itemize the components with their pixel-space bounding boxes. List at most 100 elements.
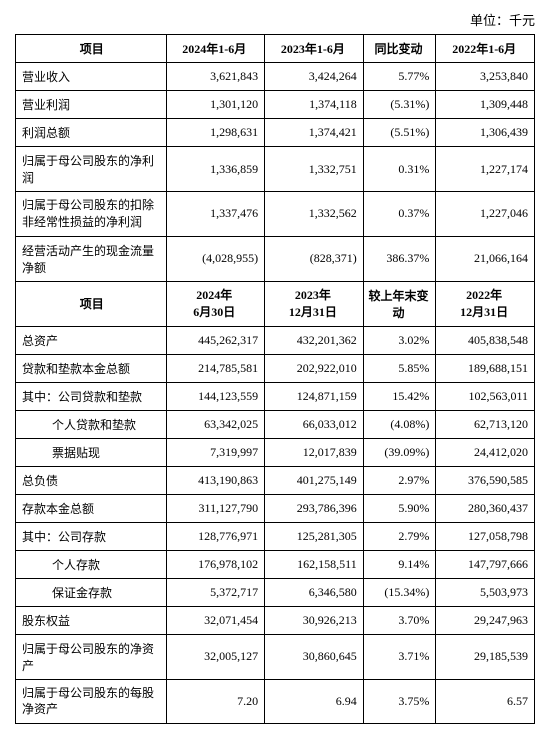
header-2022h1: 2022年1-6月: [436, 35, 535, 63]
table-row: 总资产445,262,317432,201,3623.02%405,838,54…: [16, 326, 535, 354]
row-change: 2.97%: [363, 466, 436, 494]
row-change: 0.37%: [363, 192, 436, 237]
row-value: 144,123,559: [166, 382, 265, 410]
row-value: 124,871,159: [265, 382, 364, 410]
row-value: 1,306,439: [436, 119, 535, 147]
row-value: 1,309,448: [436, 91, 535, 119]
row-item-label: 归属于母公司股东的净利润: [16, 147, 167, 192]
financial-table: 项目 2024年1-6月 2023年1-6月 同比变动 2022年1-6月 营业…: [15, 34, 535, 724]
row-value: 3,621,843: [166, 63, 265, 91]
row-value: 32,005,127: [166, 634, 265, 679]
row-value: 29,185,539: [436, 634, 535, 679]
row-value: 214,785,581: [166, 354, 265, 382]
row-item-label: 归属于母公司股东的扣除非经常性损益的净利润: [16, 192, 167, 237]
row-value: 5,503,973: [436, 578, 535, 606]
table-row: 贷款和垫款本金总额214,785,581202,922,0105.85%189,…: [16, 354, 535, 382]
row-value: 5,372,717: [166, 578, 265, 606]
row-value: 445,262,317: [166, 326, 265, 354]
row-change: 3.71%: [363, 634, 436, 679]
row-change: 2.79%: [363, 522, 436, 550]
row-value: 32,071,454: [166, 606, 265, 634]
row-value: 127,058,798: [436, 522, 535, 550]
row-value: 62,713,120: [436, 410, 535, 438]
header-2022-1231: 2022年12月31日: [436, 281, 535, 326]
row-item-label: 票据贴现: [16, 438, 167, 466]
table-row: 股东权益32,071,45430,926,2133.70%29,247,963: [16, 606, 535, 634]
table-row: 总负债413,190,863401,275,1492.97%376,590,58…: [16, 466, 535, 494]
header-2023h1: 2023年1-6月: [265, 35, 364, 63]
row-value: 311,127,790: [166, 494, 265, 522]
row-value: (828,371): [265, 236, 364, 281]
header-end-chg: 较上年末变动: [363, 281, 436, 326]
table-row: 利润总额1,298,6311,374,421(5.51%)1,306,439: [16, 119, 535, 147]
table-row: 其中：公司贷款和垫款144,123,559124,871,15915.42%10…: [16, 382, 535, 410]
row-change: 3.02%: [363, 326, 436, 354]
row-item-label: 营业收入: [16, 63, 167, 91]
row-change: 3.75%: [363, 679, 436, 724]
table-row: 存款本金总额311,127,790293,786,3965.90%280,360…: [16, 494, 535, 522]
row-change: (5.31%): [363, 91, 436, 119]
row-item-label: 其中：公司贷款和垫款: [16, 382, 167, 410]
table-row: 归属于母公司股东的净利润1,336,8591,332,7510.31%1,227…: [16, 147, 535, 192]
table-row: 营业利润1,301,1201,374,118(5.31%)1,309,448: [16, 91, 535, 119]
header-item-1: 项目: [16, 35, 167, 63]
row-value: (4,028,955): [166, 236, 265, 281]
row-value: 21,066,164: [436, 236, 535, 281]
row-value: 30,860,645: [265, 634, 364, 679]
row-change: (39.09%): [363, 438, 436, 466]
row-value: 24,412,020: [436, 438, 535, 466]
row-change: 9.14%: [363, 550, 436, 578]
table-row: 营业收入3,621,8433,424,2645.77%3,253,840: [16, 63, 535, 91]
row-value: 7.20: [166, 679, 265, 724]
row-value: 405,838,548: [436, 326, 535, 354]
table1-body: 营业收入3,621,8433,424,2645.77%3,253,840营业利润…: [16, 63, 535, 282]
row-value: 128,776,971: [166, 522, 265, 550]
row-item-label: 个人存款: [16, 550, 167, 578]
row-item-label: 保证金存款: [16, 578, 167, 606]
row-value: 6,346,580: [265, 578, 364, 606]
row-value: 1,227,174: [436, 147, 535, 192]
row-change: (5.51%): [363, 119, 436, 147]
row-value: 432,201,362: [265, 326, 364, 354]
header-yoy: 同比变动: [363, 35, 436, 63]
row-item-label: 其中：公司存款: [16, 522, 167, 550]
table2-header: 项目 2024年6月30日 2023年12月31日 较上年末变动 2022年12…: [16, 281, 535, 326]
row-value: 162,158,511: [265, 550, 364, 578]
header-2024-0630: 2024年6月30日: [166, 281, 265, 326]
row-value: 1,298,631: [166, 119, 265, 147]
row-value: 12,017,839: [265, 438, 364, 466]
row-item-label: 股东权益: [16, 606, 167, 634]
row-item-label: 归属于母公司股东的每股净资产: [16, 679, 167, 724]
row-value: 7,319,997: [166, 438, 265, 466]
table-row: 保证金存款5,372,7176,346,580(15.34%)5,503,973: [16, 578, 535, 606]
row-change: 386.37%: [363, 236, 436, 281]
row-value: 30,926,213: [265, 606, 364, 634]
row-value: 1,332,751: [265, 147, 364, 192]
header-item-2: 项目: [16, 281, 167, 326]
table1-header: 项目 2024年1-6月 2023年1-6月 同比变动 2022年1-6月: [16, 35, 535, 63]
row-change: (4.08%): [363, 410, 436, 438]
row-value: 66,033,012: [265, 410, 364, 438]
table2-body: 总资产445,262,317432,201,3623.02%405,838,54…: [16, 326, 535, 724]
row-item-label: 经营活动产生的现金流量净额: [16, 236, 167, 281]
table-row: 个人贷款和垫款63,342,02566,033,012(4.08%)62,713…: [16, 410, 535, 438]
row-value: 202,922,010: [265, 354, 364, 382]
row-value: 1,332,562: [265, 192, 364, 237]
row-change: (15.34%): [363, 578, 436, 606]
table-row: 票据贴现7,319,99712,017,839(39.09%)24,412,02…: [16, 438, 535, 466]
row-value: 3,424,264: [265, 63, 364, 91]
row-value: 401,275,149: [265, 466, 364, 494]
row-value: 63,342,025: [166, 410, 265, 438]
row-value: 1,227,046: [436, 192, 535, 237]
row-value: 293,786,396: [265, 494, 364, 522]
row-value: 6.94: [265, 679, 364, 724]
row-value: 413,190,863: [166, 466, 265, 494]
unit-label: 单位：千元: [15, 10, 535, 29]
table-row: 归属于母公司股东的每股净资产7.206.943.75%6.57: [16, 679, 535, 724]
row-item-label: 总负债: [16, 466, 167, 494]
row-item-label: 总资产: [16, 326, 167, 354]
row-change: 3.70%: [363, 606, 436, 634]
table-row: 归属于母公司股东的净资产32,005,12730,860,6453.71%29,…: [16, 634, 535, 679]
row-value: 102,563,011: [436, 382, 535, 410]
row-value: 6.57: [436, 679, 535, 724]
